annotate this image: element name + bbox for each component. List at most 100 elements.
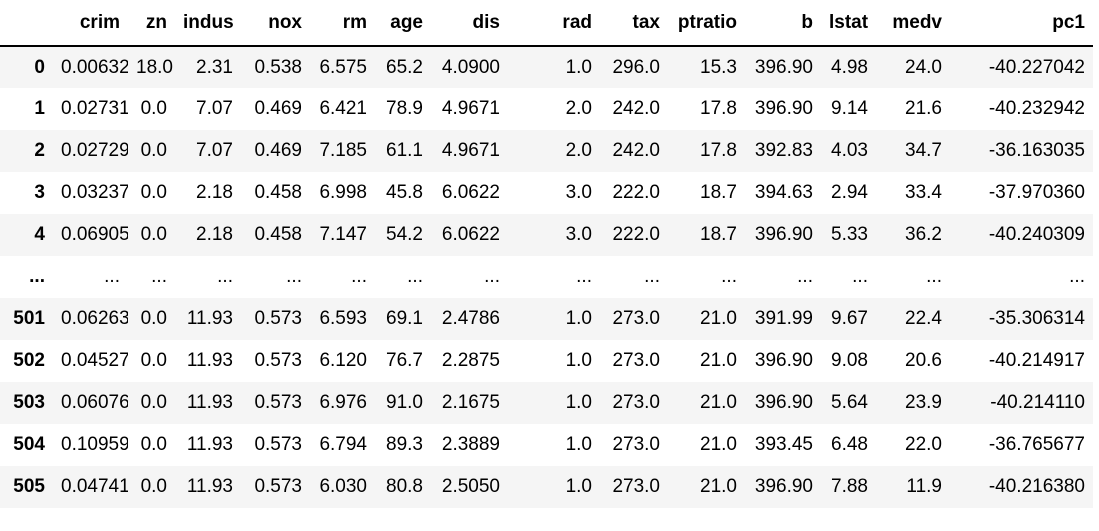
table-cell: 1.0 bbox=[565, 350, 592, 371]
table-cell: 2.5050 bbox=[441, 476, 500, 497]
table-cell: 17.8 bbox=[700, 98, 737, 119]
table-cell: 273.0 bbox=[612, 308, 660, 329]
table-cell: 2.0 bbox=[565, 98, 592, 119]
table-cell: ... bbox=[286, 266, 302, 287]
table-cell: 273.0 bbox=[612, 350, 660, 371]
table-cell: 20.6 bbox=[905, 350, 942, 371]
table-cell: 273.0 bbox=[612, 434, 660, 455]
table-cell: 6.794 bbox=[319, 434, 367, 455]
table-cell: 7.147 bbox=[319, 224, 367, 245]
table-row: 3 0.03237 0.0 2.18 0.458 6.998 45.8 6.0622 3.0 22… bbox=[0, 172, 1093, 214]
dataframe-body: 0 0.00632 18.0 2.31 0.538 6.575 65.2 4.0900 1.0 2… bbox=[0, 46, 1093, 508]
row-index: 505 bbox=[13, 476, 45, 497]
table-cell: 34.7 bbox=[905, 140, 942, 161]
header-cell: b bbox=[745, 0, 821, 47]
table-cell: 0.469 bbox=[254, 140, 302, 161]
header-cell: medv bbox=[876, 0, 950, 47]
table-cell: 3.0 bbox=[565, 224, 592, 245]
table-cell: 1.0 bbox=[565, 434, 592, 455]
table-row: 1 0.02731 0.0 7.07 0.469 6.421 78.9 4.9671 2.0 24… bbox=[0, 88, 1093, 130]
table-cell: ... bbox=[104, 266, 120, 287]
table-cell: 18.7 bbox=[700, 182, 737, 203]
index-header-cell bbox=[0, 0, 53, 47]
row-index: ... bbox=[29, 266, 45, 287]
header-cell: lstat bbox=[821, 0, 876, 47]
table-row: 502 0.04527 0.0 11.93 0.573 6.120 76.7 2.2875 1.… bbox=[0, 340, 1093, 382]
table-cell: 0.0 bbox=[140, 182, 167, 203]
table-cell: 396.90 bbox=[754, 56, 813, 78]
table-cell: -36.765677 bbox=[988, 434, 1085, 455]
table-cell: 89.3 bbox=[386, 434, 423, 455]
table-row: 503 0.06076 0.0 11.93 0.573 6.976 91.0 2.1675 1.… bbox=[0, 382, 1093, 424]
table-cell: 0.02729 bbox=[61, 140, 128, 161]
table-cell: ... bbox=[351, 266, 367, 287]
table-cell: 4.0900 bbox=[441, 56, 500, 78]
table-cell: ... bbox=[852, 266, 868, 287]
table-cell: 21.0 bbox=[700, 308, 737, 329]
table-cell: 54.2 bbox=[386, 224, 423, 245]
table-cell: 0.06263 bbox=[61, 308, 128, 329]
table-cell: 0.00632 bbox=[61, 56, 128, 78]
row-index: 4 bbox=[34, 224, 45, 245]
table-cell: 18.7 bbox=[700, 224, 737, 245]
header-cell: ptratio bbox=[668, 0, 745, 47]
table-cell: 1.0 bbox=[565, 476, 592, 497]
table-cell: 6.0622 bbox=[441, 182, 500, 203]
table-cell: 91.0 bbox=[386, 392, 423, 413]
table-cell: -40.214110 bbox=[990, 392, 1085, 413]
table-cell: -40.232942 bbox=[988, 98, 1085, 119]
table-cell: 4.98 bbox=[831, 56, 868, 78]
table-cell: 0.0 bbox=[140, 140, 167, 161]
table-cell: 23.9 bbox=[905, 392, 942, 413]
table-row: 2 0.02729 0.0 7.07 0.469 7.185 61.1 4.9671 2.0 24… bbox=[0, 130, 1093, 172]
table-cell: 11.93 bbox=[186, 308, 233, 329]
table-cell: 4.03 bbox=[831, 140, 868, 161]
row-index: 0 bbox=[34, 56, 45, 78]
table-cell: 396.90 bbox=[754, 476, 813, 497]
header-cell: zn bbox=[128, 0, 175, 47]
table-row: 4 0.06905 0.0 2.18 0.458 7.147 54.2 6.0622 3.0 22… bbox=[0, 214, 1093, 256]
table-cell: 0.0 bbox=[140, 392, 167, 413]
table-cell: 2.3889 bbox=[441, 434, 500, 455]
table-cell: 0.573 bbox=[254, 476, 302, 497]
table-cell: -40.216380 bbox=[988, 476, 1085, 497]
table-cell: 21.0 bbox=[700, 392, 737, 413]
header-cell: pc1 bbox=[950, 0, 1093, 47]
header-cell: tax bbox=[600, 0, 668, 47]
row-index: 504 bbox=[13, 434, 45, 455]
table-cell: 273.0 bbox=[612, 392, 660, 413]
table-cell: 222.0 bbox=[612, 182, 660, 203]
table-cell: 2.94 bbox=[831, 182, 868, 203]
table-cell: 6.48 bbox=[831, 434, 868, 455]
table-cell: 222.0 bbox=[612, 224, 660, 245]
table-cell: 2.18 bbox=[196, 224, 233, 245]
table-cell: 394.63 bbox=[754, 182, 813, 203]
table-cell: 0.0 bbox=[140, 476, 167, 497]
table-cell: 0.0 bbox=[140, 434, 167, 455]
table-cell: 6.998 bbox=[319, 182, 367, 203]
table-cell: ... bbox=[407, 266, 423, 287]
table-cell: -37.970360 bbox=[988, 182, 1085, 203]
table-cell: 4.9671 bbox=[441, 98, 500, 119]
table-cell: ... bbox=[644, 266, 660, 287]
table-cell: ... bbox=[1069, 266, 1085, 287]
table-cell: 6.593 bbox=[319, 308, 367, 329]
table-row: 504 0.10959 0.0 11.93 0.573 6.794 89.3 2.3889 1.… bbox=[0, 424, 1093, 466]
table-cell: 6.030 bbox=[319, 476, 367, 497]
table-cell: ... bbox=[797, 266, 813, 287]
table-cell: 11.9 bbox=[906, 476, 942, 497]
table-cell: 36.2 bbox=[905, 224, 942, 245]
table-row: 0 0.00632 18.0 2.31 0.538 6.575 65.2 4.0900 1.0 2… bbox=[0, 46, 1093, 88]
table-cell: 1.0 bbox=[565, 308, 592, 329]
table-cell: 2.1675 bbox=[441, 392, 500, 413]
table-cell: 0.458 bbox=[254, 182, 302, 203]
header-cell: dis bbox=[431, 0, 508, 47]
header-cell: age bbox=[375, 0, 431, 47]
table-row: ........................................… bbox=[0, 256, 1093, 298]
table-cell: 391.99 bbox=[754, 308, 813, 329]
table-cell: 0.458 bbox=[254, 224, 302, 245]
table-cell: 2.4786 bbox=[441, 308, 500, 329]
table-cell: 7.07 bbox=[196, 140, 233, 161]
table-cell: 6.421 bbox=[319, 98, 367, 119]
table-cell: 0.02731 bbox=[61, 98, 128, 119]
